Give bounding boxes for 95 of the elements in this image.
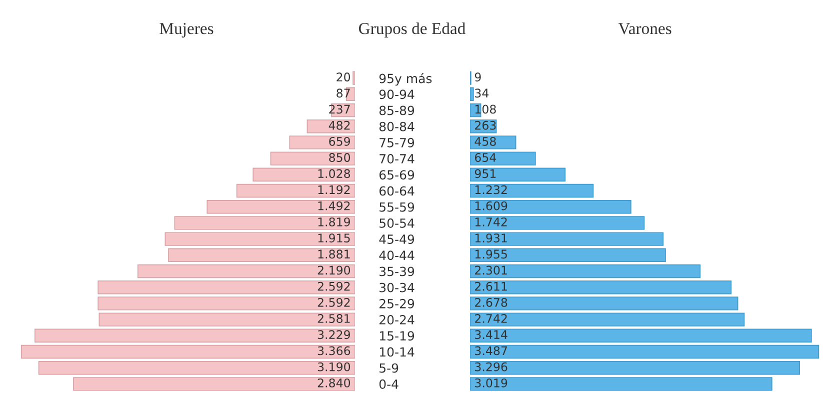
y-tick-label: 70-74 (380, 154, 414, 164)
data-label: 654 (474, 153, 496, 162)
bar (174, 216, 355, 230)
y-tick-label: 90-94 (379, 90, 414, 100)
bar (73, 377, 355, 391)
y-tick-label: 30-34 (380, 282, 414, 292)
bar (470, 264, 701, 278)
data-label: 3.487 (475, 346, 507, 356)
data-label: 3.019 (475, 378, 508, 388)
y-tick-label: 95y más (379, 73, 432, 86)
data-label: 237 (329, 104, 350, 114)
bar (98, 312, 355, 326)
data-label: 1.881 (318, 250, 350, 259)
bar (206, 200, 355, 214)
y-tick-label: 45-49 (379, 234, 414, 244)
y-tick-label: 40-44 (379, 250, 414, 260)
y-tick-label: 80-84 (379, 122, 414, 132)
data-label: 850 (329, 153, 350, 162)
data-label: 2.592 (318, 298, 350, 307)
bar (164, 232, 355, 246)
y-tick-label: 20-24 (380, 315, 414, 324)
data-label: 87 (336, 88, 350, 98)
data-label: 458 (474, 136, 496, 146)
bar (470, 360, 800, 375)
data-label: 2.678 (475, 298, 508, 307)
data-label: 3.190 (318, 362, 350, 372)
data-label: 34 (475, 88, 489, 98)
bar (470, 312, 745, 326)
chart-title: Mujeres (160, 22, 214, 38)
y-tick-label: 60-64 (379, 186, 414, 196)
bar (470, 184, 594, 198)
data-label: 9 (474, 72, 481, 82)
bar (470, 87, 474, 102)
data-label: 263 (475, 120, 496, 130)
data-label: 2.190 (318, 266, 350, 275)
bar (270, 152, 355, 166)
bar (138, 264, 355, 278)
data-label: 1.028 (318, 169, 350, 178)
data-label: 3.296 (475, 362, 508, 372)
bar (470, 296, 738, 310)
chart-title: Varones (618, 23, 672, 34)
bar (470, 344, 820, 359)
bar (470, 200, 632, 214)
y-tick-label: 55-59 (380, 202, 414, 212)
y-tick-label: 65-69 (379, 170, 414, 180)
data-label: 1.931 (475, 234, 507, 242)
data-label: 1.192 (318, 185, 350, 194)
bar (20, 344, 355, 359)
y-tick-label: 10-14 (380, 347, 414, 357)
bar (236, 184, 355, 198)
bar (470, 377, 772, 391)
bar (470, 136, 516, 150)
data-label: 482 (328, 120, 350, 130)
data-label: 659 (329, 136, 350, 146)
data-label: 3.366 (318, 346, 350, 356)
bar (470, 328, 812, 343)
bar (470, 216, 645, 230)
data-label: 20 (336, 72, 350, 82)
bar (98, 280, 355, 294)
data-label: 2.742 (475, 314, 507, 323)
data-label: 2.611 (475, 282, 507, 291)
data-label: 2.840 (318, 378, 350, 388)
data-label: 2.301 (475, 266, 507, 275)
data-label: 3.229 (318, 330, 350, 340)
bar (168, 248, 355, 262)
y-tick-label: 85-89 (379, 106, 414, 116)
bar (289, 136, 355, 150)
data-label: 1.492 (318, 201, 350, 210)
bar (470, 280, 732, 294)
data-label: 1.232 (475, 185, 507, 194)
bar (34, 328, 355, 343)
data-label: 951 (474, 169, 496, 178)
data-label: 2.592 (318, 282, 350, 291)
bar (470, 248, 666, 262)
bar (470, 232, 664, 246)
y-tick-label: 0-4 (379, 379, 398, 389)
y-tick-label: 50-54 (380, 218, 414, 228)
data-label: 2.581 (318, 314, 350, 323)
data-label: 1.609 (475, 201, 508, 210)
data-label: 3.414 (475, 330, 508, 340)
y-tick-label: 5-9 (380, 363, 398, 373)
y-tick-label: 35-39 (380, 266, 414, 276)
y-tick-label: 75-79 (380, 138, 414, 148)
y-tick-label: 25-29 (380, 298, 414, 308)
data-label: 1.915 (318, 234, 350, 242)
bar (470, 168, 566, 182)
data-label: 1.955 (475, 250, 507, 259)
data-label: 1.819 (318, 217, 350, 226)
y-tick-label: 15-19 (380, 331, 414, 341)
bar (38, 360, 355, 375)
bar (252, 168, 355, 182)
data-label: 1.742 (475, 217, 507, 226)
bar (470, 152, 536, 166)
y-axis-title: Grupos de Edad (358, 22, 466, 38)
bar (98, 296, 355, 310)
